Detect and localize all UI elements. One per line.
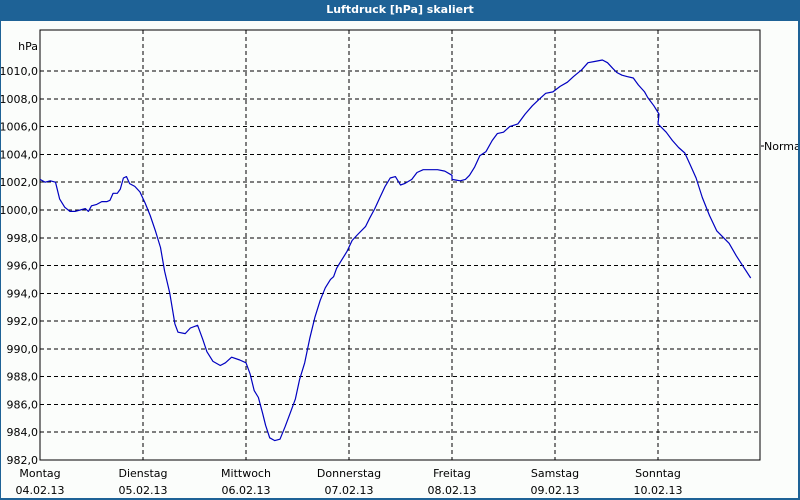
pressure-line xyxy=(39,59,752,442)
x-tick-date: 05.02.13 xyxy=(119,484,168,497)
x-tick-date: 04.02.13 xyxy=(16,484,65,497)
x-tick-day: Dienstag xyxy=(118,467,167,480)
y-tick-label: 1008,0 xyxy=(1,93,38,106)
y-tick-label: 998,0 xyxy=(7,232,39,245)
y-tick-label: 1006,0 xyxy=(1,121,38,134)
x-tick-date: 06.02.13 xyxy=(222,484,271,497)
x-tick-date: 07.02.13 xyxy=(325,484,374,497)
y-tick-label: 982,0 xyxy=(7,454,39,467)
y-tick-label: 988,0 xyxy=(7,371,39,384)
y-tick-label: 984,0 xyxy=(7,426,39,439)
y-tick-label: 1002,0 xyxy=(1,176,38,189)
plot-frame xyxy=(39,29,761,461)
y-tick-label: 1010,0 xyxy=(1,65,38,78)
y-tick-label: 1004,0 xyxy=(1,148,38,161)
x-tick-date: 08.02.13 xyxy=(428,484,477,497)
chart-title: Luftdruck [hPa] skaliert xyxy=(326,3,474,16)
y-tick-label: 996,0 xyxy=(7,260,39,273)
line-chart: 982,0 984,0 986,0 988,0 990,0 992,0 994,0 996,0… xyxy=(1,29,798,497)
x-tick-day: Freitag xyxy=(433,467,471,480)
y-axis-unit: hPa xyxy=(18,40,38,53)
x-tick-day: Donnerstag xyxy=(317,467,381,480)
chart-canvas: 982,0 984,0 986,0 988,0 990,0 992,0 994,0 996,0… xyxy=(1,21,798,498)
y-tick-label: 986,0 xyxy=(7,398,39,411)
y-tick-label: 1000,0 xyxy=(1,204,38,217)
y-tick-label: 994,0 xyxy=(7,287,39,300)
x-tick-date: 09.02.13 xyxy=(531,484,580,497)
normal-marker-label: Normal xyxy=(764,140,798,153)
x-tick-day: Montag xyxy=(19,467,60,480)
x-tick-day: Sonntag xyxy=(635,467,681,480)
y-tick-label: 990,0 xyxy=(7,343,39,356)
x-tick-day: Mittwoch xyxy=(221,467,271,480)
x-tick-day: Samstag xyxy=(531,467,579,480)
x-tick-date: 10.02.13 xyxy=(634,484,683,497)
y-tick-label: 992,0 xyxy=(7,315,39,328)
